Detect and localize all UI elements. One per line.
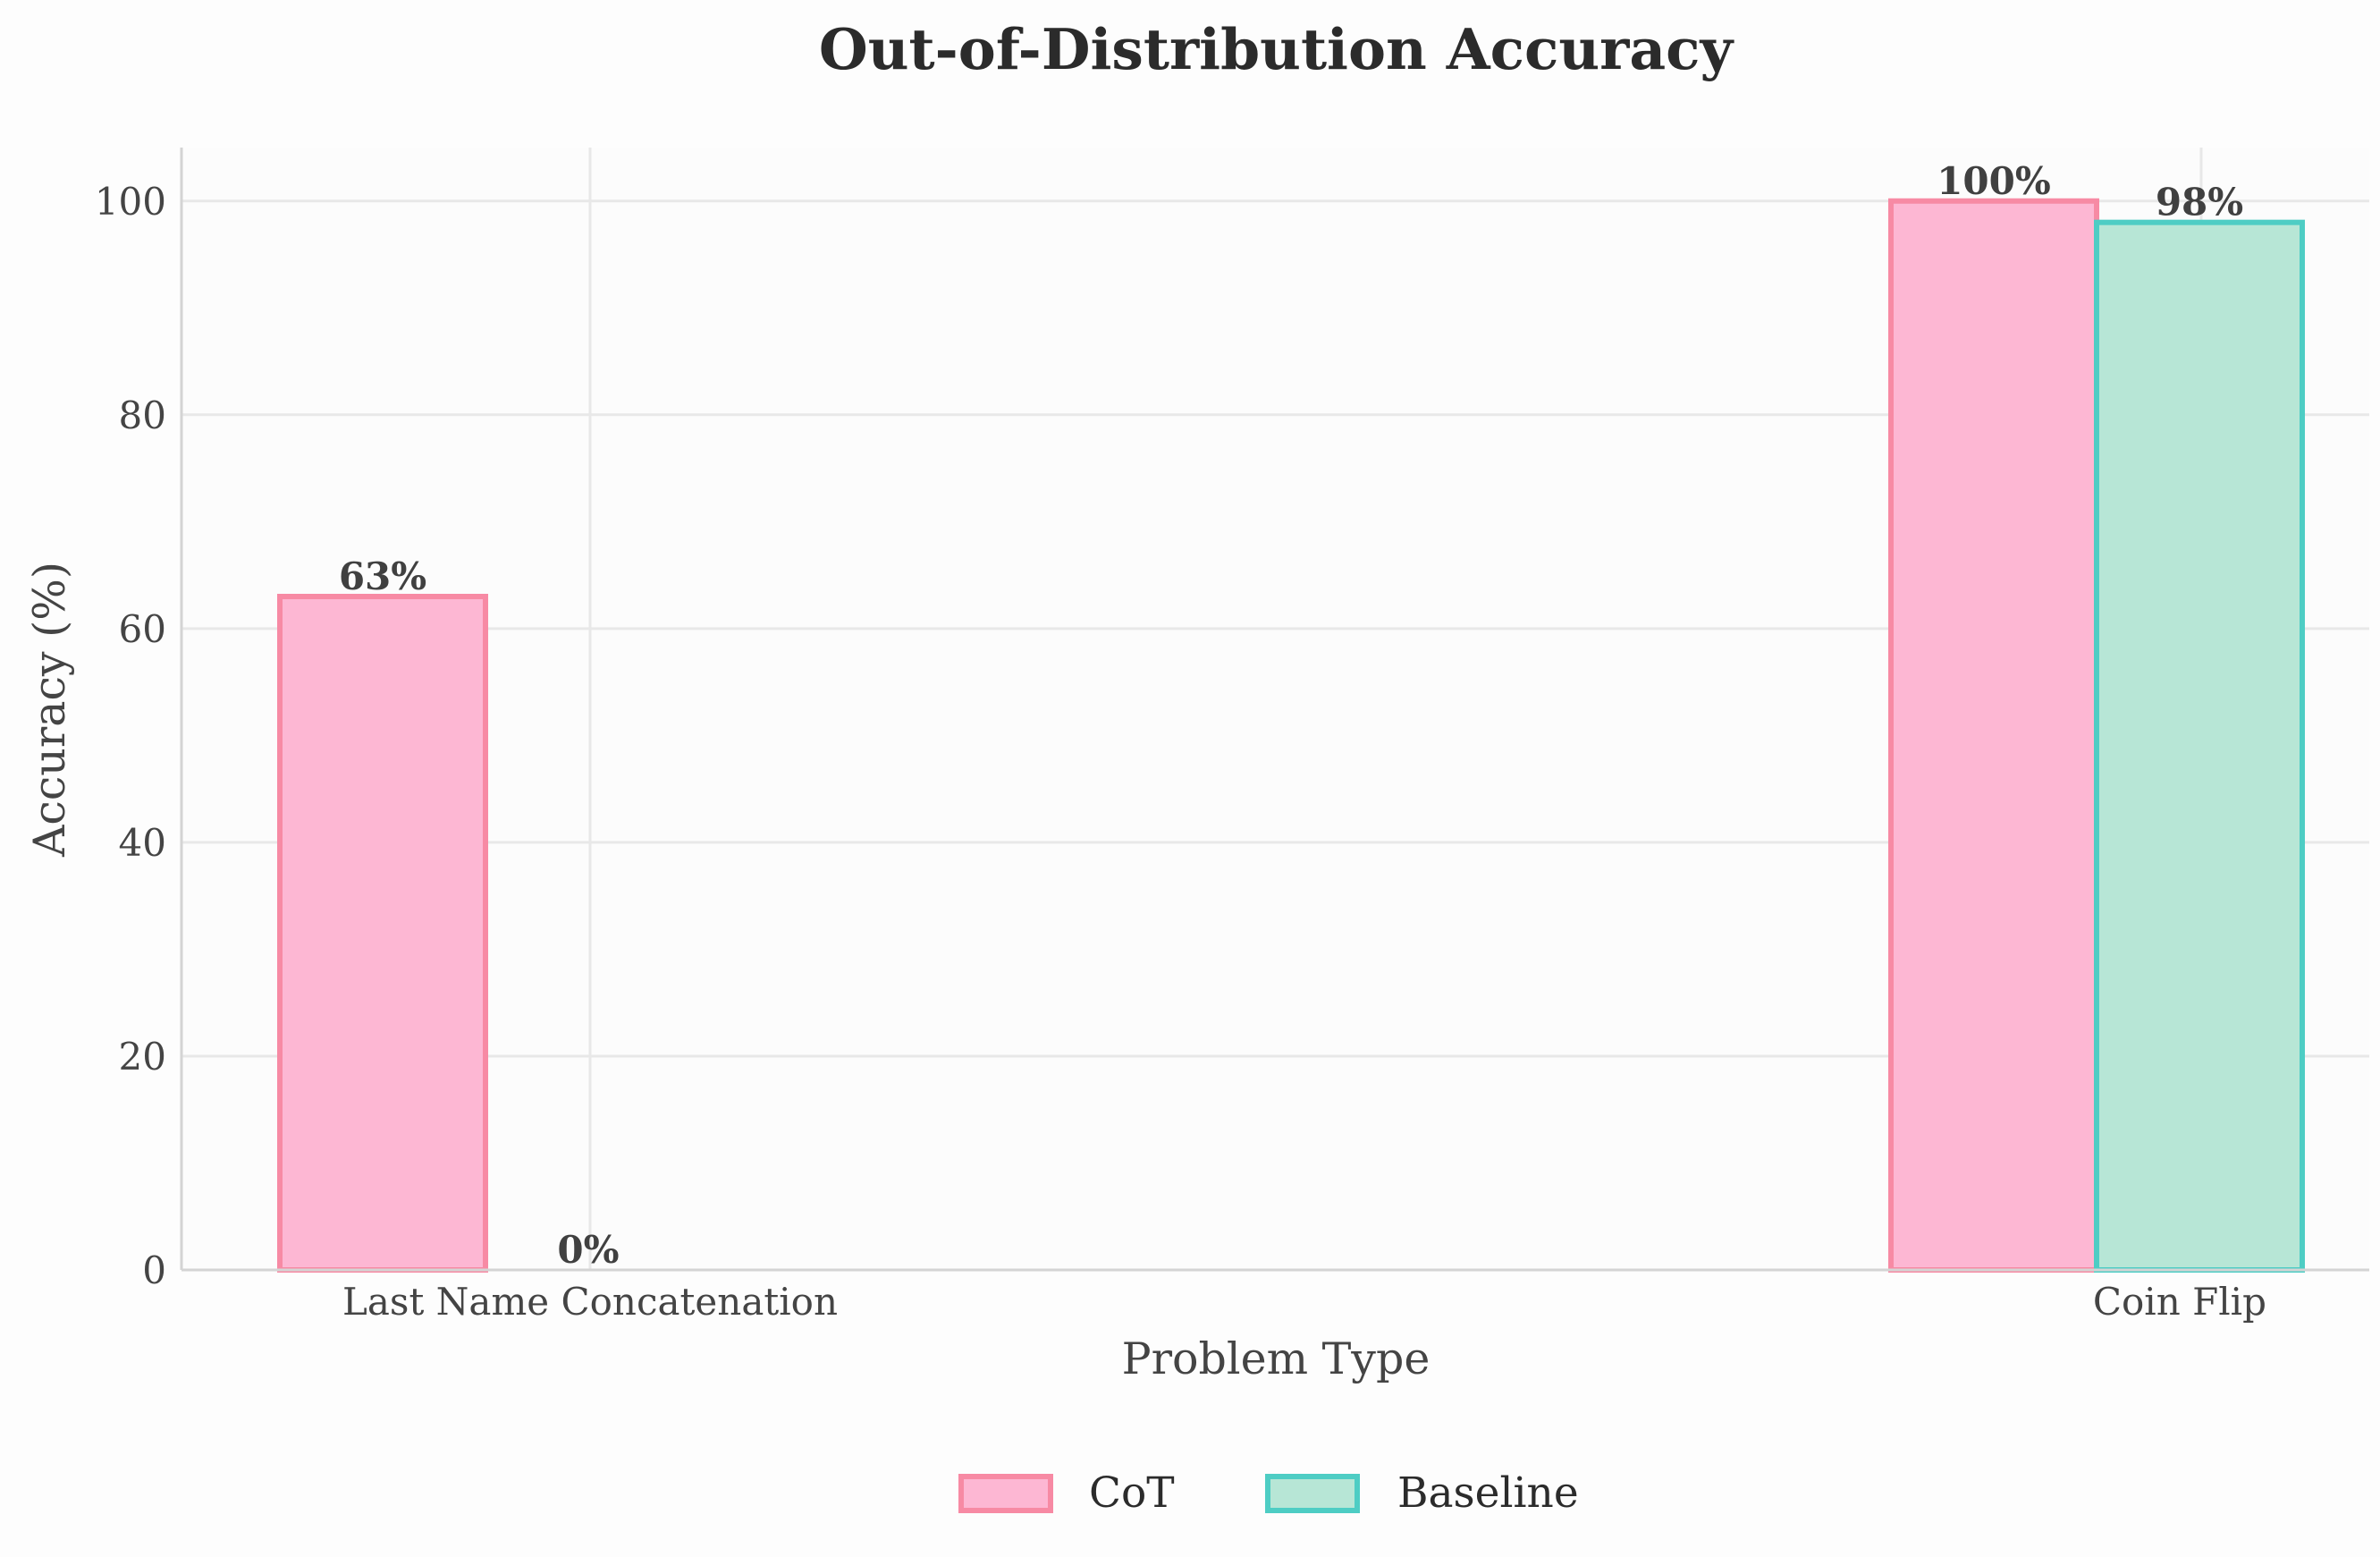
bar-cot-1: [1888, 198, 2099, 1273]
y-axis-title: Accuracy (%): [24, 562, 75, 858]
y-tick-label: 20: [119, 1035, 166, 1079]
x-tick-label: Coin Flip: [2093, 1280, 2266, 1324]
legend-swatch-cot: [958, 1474, 1053, 1513]
y-tick-label: 40: [119, 821, 166, 865]
bar-baseline-1: [2094, 219, 2305, 1274]
bar-cot-0: [277, 594, 488, 1273]
bar-value-label: 0%: [557, 1228, 619, 1272]
x-tick-label: Last Name Concatenation: [342, 1280, 838, 1324]
bar-value-label: 100%: [1937, 159, 2051, 203]
legend-label-baseline: Baseline: [1397, 1468, 1579, 1518]
y-tick-label: 80: [119, 393, 166, 437]
y-tick-label: 0: [142, 1248, 166, 1292]
legend-label-cot: CoT: [1089, 1468, 1175, 1518]
axes: [180, 148, 2369, 1272]
bar-value-label: 63%: [339, 554, 426, 598]
x-ticks: Last Name Concatenation Coin Flip: [342, 1280, 2266, 1324]
legend-swatch-baseline: [1265, 1474, 1360, 1513]
bar-labels: 63% 100% 0% 98%: [339, 159, 2243, 1272]
y-tick-label: 100: [95, 180, 166, 224]
chart-title: Out-of-Distribution Accuracy: [819, 16, 1735, 82]
y-ticks: 0 20 40 60 80 100: [95, 180, 166, 1292]
bar-value-label: 98%: [2156, 181, 2243, 224]
legend: CoT Baseline: [958, 1468, 1579, 1518]
y-tick-label: 60: [119, 607, 166, 651]
x-axis-title: Problem Type: [1122, 1333, 1431, 1384]
